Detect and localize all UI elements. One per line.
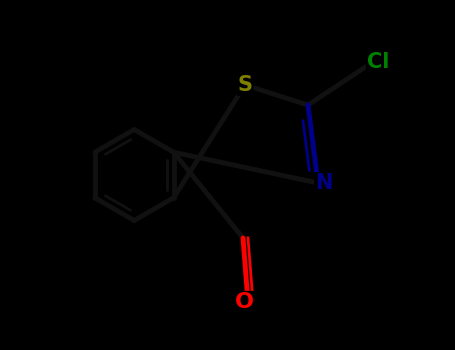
Text: N: N [315,173,333,193]
Text: S: S [238,75,253,95]
Text: O: O [234,292,253,312]
Text: Cl: Cl [367,52,389,72]
